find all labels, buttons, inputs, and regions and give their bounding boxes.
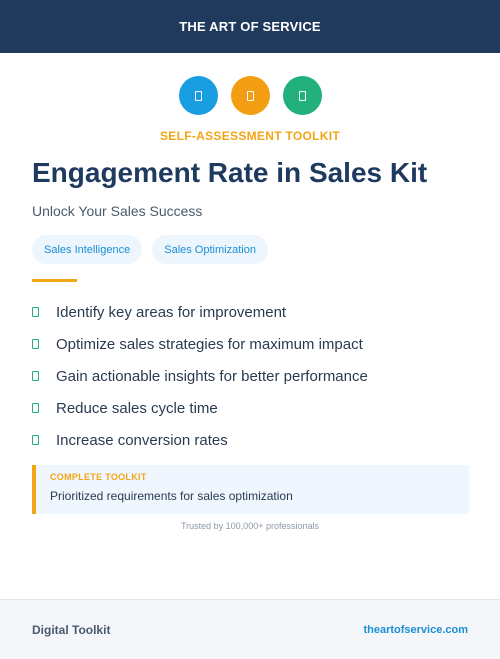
- document-icon: [230, 76, 270, 115]
- kicker-label: SELF-ASSESSMENT TOOLKIT: [159, 129, 341, 143]
- tag-sales-intelligence: Sales Intelligence: [32, 235, 143, 264]
- check-icon: [32, 339, 39, 349]
- benefit-text: Identify key areas for improvement: [56, 303, 287, 321]
- list-item: Increase conversion rates: [32, 424, 368, 456]
- check-icon: [32, 403, 39, 413]
- footer: Digital Toolkit theartofservice.com: [0, 599, 500, 659]
- list-item: Identify key areas for improvement: [32, 296, 368, 328]
- document-icon: [178, 76, 218, 115]
- benefit-text: Optimize sales strategies for maximum im…: [56, 335, 363, 353]
- check-icon: [32, 371, 39, 381]
- benefit-text: Increase conversion rates: [56, 431, 228, 449]
- trust-note: Trusted by 100,000+ professionals: [180, 521, 319, 531]
- benefit-list: Identify key areas for improvement Optim…: [32, 296, 368, 456]
- list-item: Gain actionable insights for better perf…: [32, 360, 368, 392]
- page-subtitle: Unlock Your Sales Success: [32, 203, 203, 219]
- website-link[interactable]: theartofservice.com: [363, 623, 468, 636]
- check-icon: [32, 307, 39, 317]
- benefit-text: Reduce sales cycle time: [56, 399, 218, 417]
- page-title: Engagement Rate in Sales Kit: [32, 157, 428, 188]
- callout-label: COMPLETE TOOLKIT: [50, 472, 147, 482]
- list-item: Reduce sales cycle time: [32, 392, 368, 424]
- accent-divider: [32, 279, 77, 282]
- document-icon: [282, 76, 322, 115]
- tag-list: Sales Intelligence Sales Optimization: [32, 235, 268, 264]
- toolkit-callout: COMPLETE TOOLKIT Prioritized requirement…: [32, 465, 469, 514]
- check-icon: [32, 435, 39, 445]
- callout-text: Prioritized requirements for sales optim…: [50, 489, 293, 503]
- header-bar: THE ART OF SERVICE: [0, 0, 500, 53]
- list-item: Optimize sales strategies for maximum im…: [32, 328, 368, 360]
- tag-sales-optimization: Sales Optimization: [152, 235, 268, 264]
- brand-name: THE ART OF SERVICE: [179, 19, 321, 34]
- footer-label: Digital Toolkit: [32, 622, 111, 637]
- icon-row: [0, 76, 500, 115]
- benefit-text: Gain actionable insights for better perf…: [56, 367, 368, 385]
